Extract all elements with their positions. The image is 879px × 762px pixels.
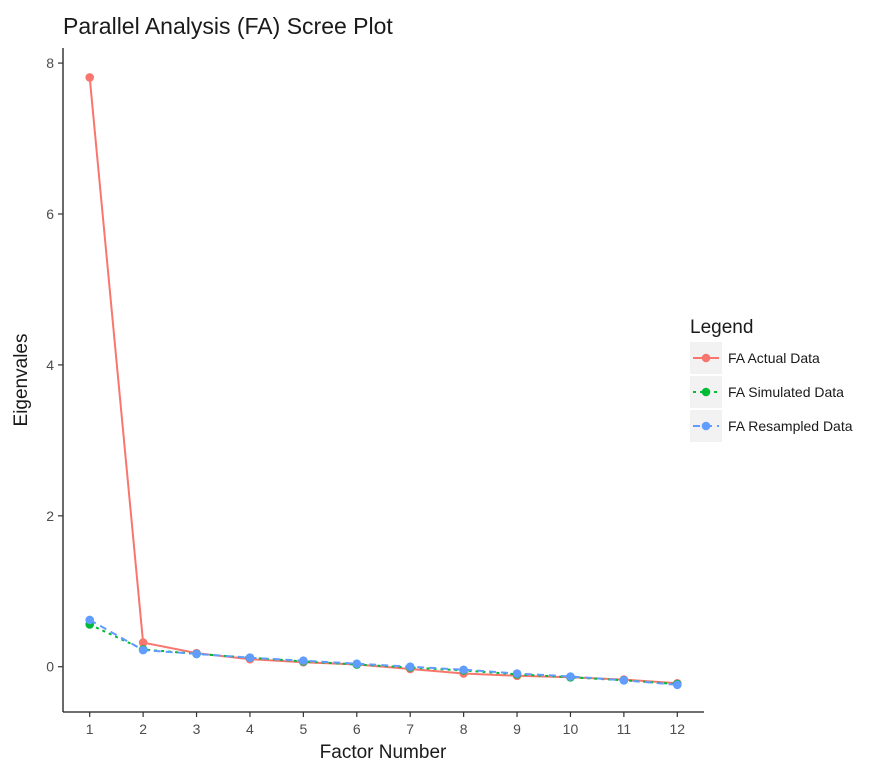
series-3 <box>85 615 682 690</box>
data-point <box>245 653 255 662</box>
series-line <box>88 77 678 685</box>
x-tick-label: 9 <box>513 721 521 737</box>
x-axis-ticks: 1 2 3 4 5 6 7 8 9 10 11 12 <box>86 712 685 737</box>
data-point <box>138 645 148 655</box>
x-tick-label: 2 <box>139 721 147 737</box>
y-tick-label: 2 <box>46 508 54 524</box>
data-point <box>85 615 95 625</box>
x-tick-label: 4 <box>246 721 254 737</box>
chart-title: Parallel Analysis (FA) Scree Plot <box>63 13 393 39</box>
data-point <box>299 656 308 665</box>
data-point <box>512 669 522 678</box>
legend-key-point <box>701 421 711 431</box>
x-axis-title: Factor Number <box>320 742 447 762</box>
data-point <box>619 676 629 685</box>
series-line <box>89 623 678 686</box>
x-tick-label: 6 <box>353 721 361 737</box>
legend-items: FA Actual Data FA Simulated Data FA Resamp… <box>690 342 853 442</box>
data-point <box>85 73 95 82</box>
legend-label: FA Actual Data <box>728 350 820 366</box>
data-point <box>405 662 415 672</box>
data-point <box>138 638 148 647</box>
legend-title: Legend <box>690 317 753 338</box>
x-tick-label: 11 <box>617 721 632 737</box>
data-point <box>566 672 575 681</box>
y-tick-label: 4 <box>46 357 54 373</box>
data-point <box>672 680 682 690</box>
x-tick-label: 1 <box>86 721 94 737</box>
y-axis-ticks: 0 2 4 6 8 <box>46 55 63 675</box>
y-tick-label: 0 <box>46 659 54 675</box>
x-tick-label: 7 <box>406 721 414 737</box>
legend-label: FA Simulated Data <box>728 384 844 400</box>
data-point <box>459 665 468 675</box>
data-point <box>192 649 201 659</box>
legend-key-point <box>701 353 711 363</box>
y-tick-label: 6 <box>46 206 54 222</box>
x-tick-label: 8 <box>460 721 468 737</box>
x-tick-label: 10 <box>563 721 579 737</box>
series-layer <box>85 73 682 690</box>
x-tick-label: 12 <box>670 721 686 737</box>
legend-label: FA Resampled Data <box>728 418 853 434</box>
legend-key-point <box>701 387 711 397</box>
x-tick-label: 3 <box>193 721 201 737</box>
series-line <box>89 619 678 686</box>
y-axis-title: Eigenvales <box>11 334 32 427</box>
series-1 <box>85 73 682 688</box>
x-tick-label: 5 <box>299 721 307 737</box>
y-tick-label: 8 <box>46 55 54 71</box>
data-point <box>352 659 362 669</box>
